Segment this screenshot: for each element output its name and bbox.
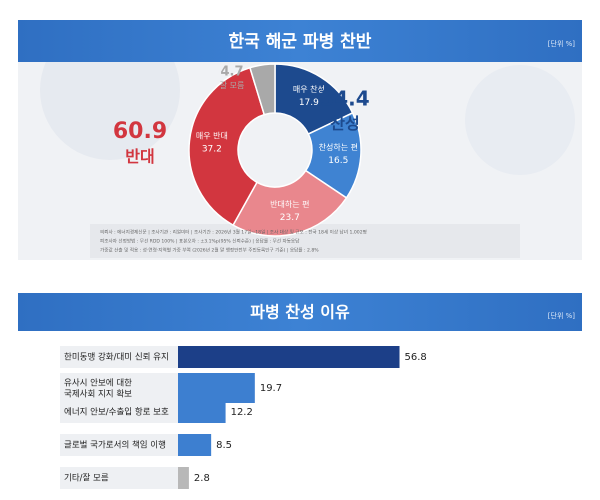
bar [178,467,189,489]
segment-value: 37.2 [202,145,222,155]
bar [178,346,400,368]
annotation-label: 반대 [125,147,154,166]
value-label: 12.2 [231,407,253,418]
segment-label: 찬성하는 편 [319,142,358,152]
footnote: 가중값 산출 및 적용 : 성·연령·지역별 가중 부여 (2026년 2월 말… [100,247,319,254]
segment-value: 16.5 [328,156,348,166]
segment-label: 반대하는 편 [270,199,309,209]
decoration [465,65,575,175]
category-box [60,434,178,456]
segment-value: 17.9 [299,98,319,108]
value-label: 56.8 [405,352,427,363]
donut-segment [249,63,276,116]
category-box [60,373,178,403]
bar [178,373,255,403]
segment-label: 매우 반대 [196,132,228,141]
annotation-value: 4.7 [220,65,243,80]
value-label: 8.5 [216,440,232,451]
annotation-label: 잘 모름 [220,81,245,90]
unit: [단위 %] [548,311,575,320]
chart-title: 파병 찬성 이유 [250,303,350,322]
donut-segment [232,169,348,237]
category-box [60,401,178,423]
category-label: 글로벌 국가로서의 책임 이행 [64,440,166,451]
donut-segment [188,66,266,227]
category-label: 기타/잘 모름 [64,473,109,484]
category-box [60,467,178,489]
category-box [60,346,178,368]
annotation-value: 60.9 [113,119,167,144]
value-label: 2.8 [194,473,210,484]
footnote: 의뢰사 : 에너지경제신문 | 조사기관 : 리얼미터 | 조사기간 : 202… [100,229,367,236]
category-label: 에너지 안보/수출입 항로 보호 [64,407,169,418]
annotation-value: 34.4 [320,87,369,111]
segment-label: 매우 찬성 [293,84,325,94]
annotation-label: 찬성 [330,114,359,133]
chart-title: 한국 해군 파병 찬반 [229,32,372,52]
bar [178,401,226,423]
card-header [18,293,582,331]
segment-value: 23.7 [280,213,300,223]
card-header [18,20,582,62]
unit: [단위 %] [548,39,575,48]
value-label: 19.7 [260,383,282,394]
category-label: 유사시 안보에 대한 국제사회 지지 확보 [64,377,132,399]
footnote: 피조사자 선정방법 : 무선 RDD 100% | 표본오차 : ±3.1%p(… [100,238,300,245]
bar [178,434,212,456]
category-label: 한미동맹 강화/대미 신뢰 유지 [64,352,169,363]
